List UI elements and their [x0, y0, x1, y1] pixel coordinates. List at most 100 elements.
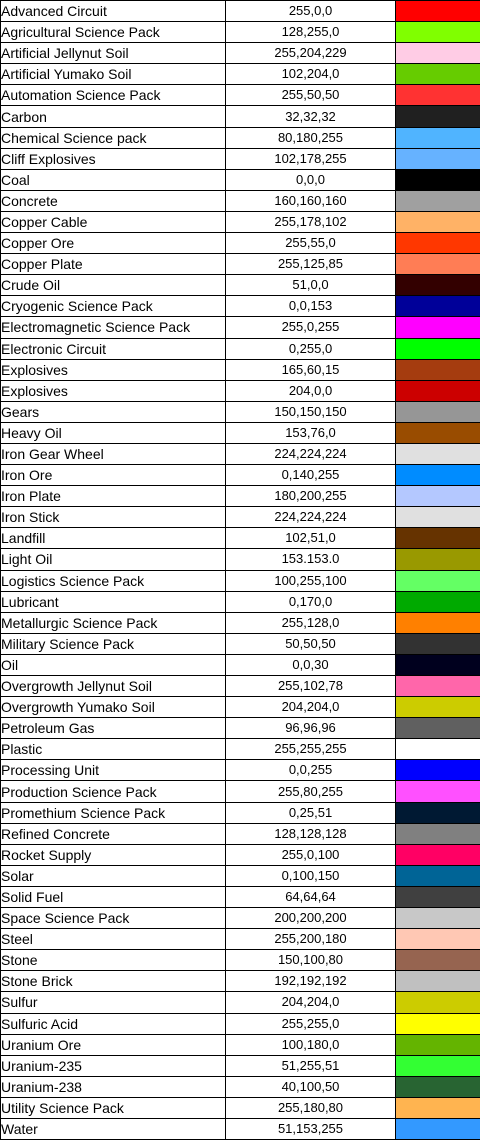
rgb-value-cell[interactable]: 102,178,255	[226, 148, 396, 169]
item-name-cell[interactable]: Iron Plate	[1, 486, 226, 507]
item-name-cell[interactable]: Solid Fuel	[1, 886, 226, 907]
item-name-cell[interactable]: Automation Science Pack	[1, 85, 226, 106]
color-swatch-cell[interactable]	[396, 844, 480, 865]
color-swatch-cell[interactable]	[396, 781, 480, 802]
color-swatch-cell[interactable]	[396, 148, 480, 169]
item-name-cell[interactable]: Copper Cable	[1, 211, 226, 232]
item-name-cell[interactable]: Oil	[1, 654, 226, 675]
color-swatch-cell[interactable]	[396, 317, 480, 338]
rgb-value-cell[interactable]: 51,153,255	[226, 1118, 396, 1139]
color-swatch-cell[interactable]	[396, 190, 480, 211]
item-name-cell[interactable]: Uranium Ore	[1, 1034, 226, 1055]
color-swatch-cell[interactable]	[396, 254, 480, 275]
rgb-value-cell[interactable]: 0,140,255	[226, 465, 396, 486]
item-name-cell[interactable]: Artificial Jellynut Soil	[1, 43, 226, 64]
color-swatch-cell[interactable]	[396, 169, 480, 190]
color-swatch-cell[interactable]	[396, 676, 480, 697]
item-name-cell[interactable]: Stone	[1, 950, 226, 971]
item-name-cell[interactable]: Sulfur	[1, 992, 226, 1013]
rgb-value-cell[interactable]: 153,76,0	[226, 422, 396, 443]
color-swatch-cell[interactable]	[396, 950, 480, 971]
rgb-value-cell[interactable]: 0,0,0	[226, 169, 396, 190]
color-swatch-cell[interactable]	[396, 233, 480, 254]
rgb-value-cell[interactable]: 32,32,32	[226, 106, 396, 127]
rgb-value-cell[interactable]: 40,100,50	[226, 1076, 396, 1097]
rgb-value-cell[interactable]: 255,102,78	[226, 676, 396, 697]
rgb-value-cell[interactable]: 224,224,224	[226, 507, 396, 528]
item-name-cell[interactable]: Promethium Science Pack	[1, 802, 226, 823]
color-swatch-cell[interactable]	[396, 633, 480, 654]
color-swatch-cell[interactable]	[396, 275, 480, 296]
color-swatch-cell[interactable]	[396, 886, 480, 907]
rgb-value-cell[interactable]: 102,204,0	[226, 64, 396, 85]
item-name-cell[interactable]: Copper Plate	[1, 254, 226, 275]
color-swatch-cell[interactable]	[396, 211, 480, 232]
rgb-value-cell[interactable]: 50,50,50	[226, 633, 396, 654]
item-name-cell[interactable]: Electronic Circuit	[1, 338, 226, 359]
color-swatch-cell[interactable]	[396, 1076, 480, 1097]
rgb-value-cell[interactable]: 255,80,255	[226, 781, 396, 802]
rgb-value-cell[interactable]: 0,0,30	[226, 654, 396, 675]
rgb-value-cell[interactable]: 0,0,255	[226, 760, 396, 781]
color-swatch-cell[interactable]	[396, 760, 480, 781]
rgb-value-cell[interactable]: 255,0,0	[226, 1, 396, 22]
rgb-value-cell[interactable]: 255,204,229	[226, 43, 396, 64]
rgb-value-cell[interactable]: 255,125,85	[226, 254, 396, 275]
item-name-cell[interactable]: Cryogenic Science Pack	[1, 296, 226, 317]
rgb-value-cell[interactable]: 102,51,0	[226, 528, 396, 549]
color-swatch-cell[interactable]	[396, 823, 480, 844]
item-name-cell[interactable]: Processing Unit	[1, 760, 226, 781]
item-name-cell[interactable]: Carbon	[1, 106, 226, 127]
item-name-cell[interactable]: Water	[1, 1118, 226, 1139]
rgb-value-cell[interactable]: 200,200,200	[226, 908, 396, 929]
rgb-value-cell[interactable]: 204,204,0	[226, 992, 396, 1013]
item-name-cell[interactable]: Landfill	[1, 528, 226, 549]
color-swatch-cell[interactable]	[396, 802, 480, 823]
color-swatch-cell[interactable]	[396, 549, 480, 570]
item-name-cell[interactable]: Lubricant	[1, 591, 226, 612]
rgb-value-cell[interactable]: 224,224,224	[226, 443, 396, 464]
item-name-cell[interactable]: Crude Oil	[1, 275, 226, 296]
rgb-value-cell[interactable]: 0,170,0	[226, 591, 396, 612]
rgb-value-cell[interactable]: 204,204,0	[226, 697, 396, 718]
color-swatch-cell[interactable]	[396, 908, 480, 929]
color-swatch-cell[interactable]	[396, 127, 480, 148]
color-swatch-cell[interactable]	[396, 22, 480, 43]
item-name-cell[interactable]: Iron Gear Wheel	[1, 443, 226, 464]
rgb-value-cell[interactable]: 80,180,255	[226, 127, 396, 148]
rgb-value-cell[interactable]: 51,0,0	[226, 275, 396, 296]
color-swatch-cell[interactable]	[396, 1, 480, 22]
color-swatch-cell[interactable]	[396, 654, 480, 675]
rgb-value-cell[interactable]: 150,100,80	[226, 950, 396, 971]
item-name-cell[interactable]: Electromagnetic Science Pack	[1, 317, 226, 338]
color-swatch-cell[interactable]	[396, 401, 480, 422]
rgb-value-cell[interactable]: 64,64,64	[226, 886, 396, 907]
item-name-cell[interactable]: Overgrowth Yumako Soil	[1, 697, 226, 718]
color-swatch-cell[interactable]	[396, 718, 480, 739]
rgb-value-cell[interactable]: 255,0,100	[226, 844, 396, 865]
rgb-value-cell[interactable]: 255,255,255	[226, 739, 396, 760]
color-swatch-cell[interactable]	[396, 43, 480, 64]
color-swatch-cell[interactable]	[396, 422, 480, 443]
item-name-cell[interactable]: Solar	[1, 865, 226, 886]
rgb-value-cell[interactable]: 153.153.0	[226, 549, 396, 570]
item-name-cell[interactable]: Advanced Circuit	[1, 1, 226, 22]
color-swatch-cell[interactable]	[396, 1013, 480, 1034]
item-name-cell[interactable]: Stone Brick	[1, 971, 226, 992]
item-name-cell[interactable]: Chemical Science pack	[1, 127, 226, 148]
rgb-value-cell[interactable]: 204,0,0	[226, 380, 396, 401]
item-name-cell[interactable]: Agricultural Science Pack	[1, 22, 226, 43]
color-swatch-cell[interactable]	[396, 338, 480, 359]
item-name-cell[interactable]: Uranium-238	[1, 1076, 226, 1097]
item-name-cell[interactable]: Steel	[1, 929, 226, 950]
rgb-value-cell[interactable]: 0,0,153	[226, 296, 396, 317]
rgb-value-cell[interactable]: 255,128,0	[226, 612, 396, 633]
item-name-cell[interactable]: Iron Stick	[1, 507, 226, 528]
rgb-value-cell[interactable]: 128,128,128	[226, 823, 396, 844]
color-swatch-cell[interactable]	[396, 612, 480, 633]
rgb-value-cell[interactable]: 255,50,50	[226, 85, 396, 106]
color-swatch-cell[interactable]	[396, 1118, 480, 1139]
item-name-cell[interactable]: Explosives	[1, 380, 226, 401]
color-swatch-cell[interactable]	[396, 1055, 480, 1076]
color-swatch-cell[interactable]	[396, 971, 480, 992]
